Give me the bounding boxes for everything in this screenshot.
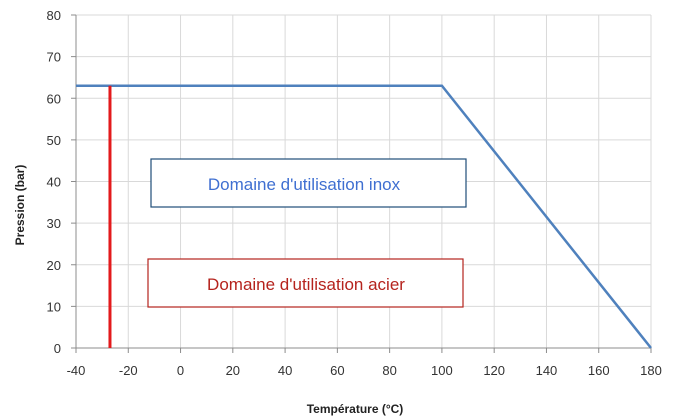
x-tick-label: 80 bbox=[382, 363, 396, 378]
annotation-inox-text: Domaine d'utilisation inox bbox=[208, 175, 401, 194]
x-tick-label: 140 bbox=[536, 363, 558, 378]
x-tick-label: 60 bbox=[330, 363, 344, 378]
x-tick-label: 20 bbox=[226, 363, 240, 378]
tick-labels: -40 -20 0 20 40 60 80 100 120 140 160 180 0 10 20 30 40 5… bbox=[47, 8, 662, 378]
y-tick-label: 70 bbox=[47, 50, 61, 65]
annotation-acier-box bbox=[147, 258, 464, 308]
annotation-inox: Domaine d'utilisation inox bbox=[150, 158, 467, 208]
x-tick-label: 100 bbox=[431, 363, 453, 378]
x-axis-title: Température (°C) bbox=[307, 402, 404, 416]
x-tick-label: 40 bbox=[278, 363, 292, 378]
x-tick-label: -40 bbox=[67, 363, 86, 378]
y-axis-title: Pression (bar) bbox=[13, 165, 27, 246]
y-tick-label: 60 bbox=[47, 91, 61, 106]
annotation-inox-box bbox=[150, 158, 467, 208]
annotation-acier-text: Domaine d'utilisation acier bbox=[207, 275, 405, 294]
x-tick-label: -20 bbox=[119, 363, 138, 378]
x-tick-label: 120 bbox=[483, 363, 505, 378]
x-tick-label: 180 bbox=[640, 363, 662, 378]
y-tick-label: 0 bbox=[54, 341, 61, 356]
x-tick-label: 0 bbox=[177, 363, 184, 378]
y-tick-label: 50 bbox=[47, 133, 61, 148]
y-tick-label: 80 bbox=[47, 8, 61, 23]
annotation-acier: Domaine d'utilisation acier bbox=[147, 258, 464, 308]
series bbox=[76, 84, 652, 349]
x-tick-label: 160 bbox=[588, 363, 610, 378]
series-line-inox bbox=[76, 84, 652, 349]
y-tick-label: 40 bbox=[47, 175, 61, 190]
y-tick-label: 30 bbox=[47, 216, 61, 231]
y-tick-label: 20 bbox=[47, 258, 61, 273]
axes bbox=[71, 14, 652, 353]
y-tick-label: 10 bbox=[47, 299, 61, 314]
